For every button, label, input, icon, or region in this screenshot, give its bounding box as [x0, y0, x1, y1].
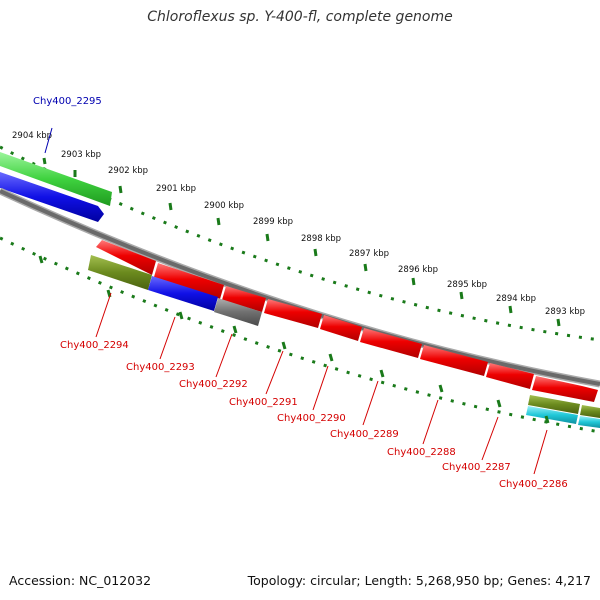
gene-feature[interactable]: [154, 263, 224, 299]
gene-feature[interactable]: [264, 299, 322, 328]
gene-label[interactable]: Chy400_2295: [33, 96, 102, 107]
scale-tick: [438, 384, 444, 393]
reverse-genes: [96, 240, 598, 402]
gene-label[interactable]: Chy400_2288: [387, 447, 456, 458]
gene-feature[interactable]: [0, 152, 112, 206]
gene-feature[interactable]: [96, 240, 156, 275]
scale-label: 2898 kbp: [301, 234, 341, 244]
scale-label: 2903 kbp: [61, 150, 101, 160]
scale-tick: [232, 325, 238, 334]
scale-label: 2894 kbp: [496, 294, 536, 304]
scale-label: 2902 kbp: [108, 166, 148, 176]
scale-tick: [411, 277, 416, 286]
scale-tick: [265, 233, 270, 242]
gene-label[interactable]: Chy400_2287: [442, 462, 511, 473]
scale-tick: [328, 353, 334, 362]
gene-label[interactable]: Chy400_2289: [330, 429, 399, 440]
gene-feature[interactable]: [486, 363, 534, 389]
gene-label[interactable]: Chy400_2286: [499, 479, 568, 490]
gene-label[interactable]: Chy400_2291: [229, 397, 298, 408]
lower-features: [88, 255, 600, 428]
gene-feature[interactable]: [320, 315, 362, 341]
scale-label: 2899 kbp: [253, 217, 293, 227]
scale-label: 2893 kbp: [545, 307, 585, 317]
gene-feature[interactable]: [578, 416, 600, 428]
scale-label: 2897 kbp: [349, 249, 389, 259]
scale-tick: [508, 305, 513, 314]
gene-label[interactable]: Chy400_2293: [126, 362, 195, 373]
gene-feature[interactable]: [222, 286, 266, 312]
gene-feature[interactable]: [580, 405, 600, 418]
scale-tick: [168, 202, 173, 211]
inner-scale-ring: [0, 236, 600, 434]
forward-features: [0, 152, 112, 222]
scale-tick: [379, 369, 385, 378]
gene-feature[interactable]: [360, 328, 422, 358]
scale-labels: 2904 kbp 2903 kbp 2902 kbp 2901 kbp 2900…: [12, 131, 585, 317]
scale-tick: [118, 185, 123, 194]
scale-tick: [216, 217, 221, 226]
scale-tick: [281, 341, 287, 350]
gene-labels: Chy400_2295 Chy400_2294 Chy400_2293 Chy4…: [33, 96, 568, 490]
gene-label[interactable]: Chy400_2290: [277, 413, 346, 424]
accession-text: Accession: NC_012032: [9, 573, 152, 588]
scale-tick: [178, 311, 184, 320]
scale-tick: [459, 291, 464, 300]
scale-label: 2900 kbp: [204, 201, 244, 211]
scale-tick: [363, 263, 368, 272]
leader-lines: [44, 127, 548, 475]
gene-feature[interactable]: [214, 298, 262, 326]
map-title: Chloroflexus sp. Y-400-fl, complete geno…: [147, 9, 453, 25]
scale-label: 2904 kbp: [12, 131, 52, 141]
scale-tick: [556, 318, 561, 327]
outer-scale-ring: [0, 145, 600, 342]
gene-label[interactable]: Chy400_2294: [60, 340, 129, 351]
gene-feature[interactable]: [88, 255, 152, 290]
genome-backbone: [0, 187, 600, 388]
scale-tick: [496, 399, 502, 408]
scale-tick: [544, 415, 550, 424]
scale-tick: [38, 255, 44, 264]
gene-feature[interactable]: [532, 376, 598, 402]
gene-feature[interactable]: [420, 345, 488, 376]
scale-label: 2901 kbp: [156, 184, 196, 194]
scale-label: 2895 kbp: [447, 280, 487, 290]
gene-feature[interactable]: [526, 406, 578, 424]
genome-summary-text: Topology: circular; Length: 5,268,950 bp…: [247, 573, 591, 588]
scale-tick: [313, 248, 318, 257]
scale-tick: [42, 157, 47, 165]
gene-feature[interactable]: [148, 276, 218, 311]
genome-backbone-core: [0, 189, 600, 386]
gene-label[interactable]: Chy400_2292: [179, 379, 248, 390]
gene-feature[interactable]: [528, 395, 580, 414]
gene-feature[interactable]: [0, 172, 104, 222]
scale-label: 2896 kbp: [398, 265, 438, 275]
